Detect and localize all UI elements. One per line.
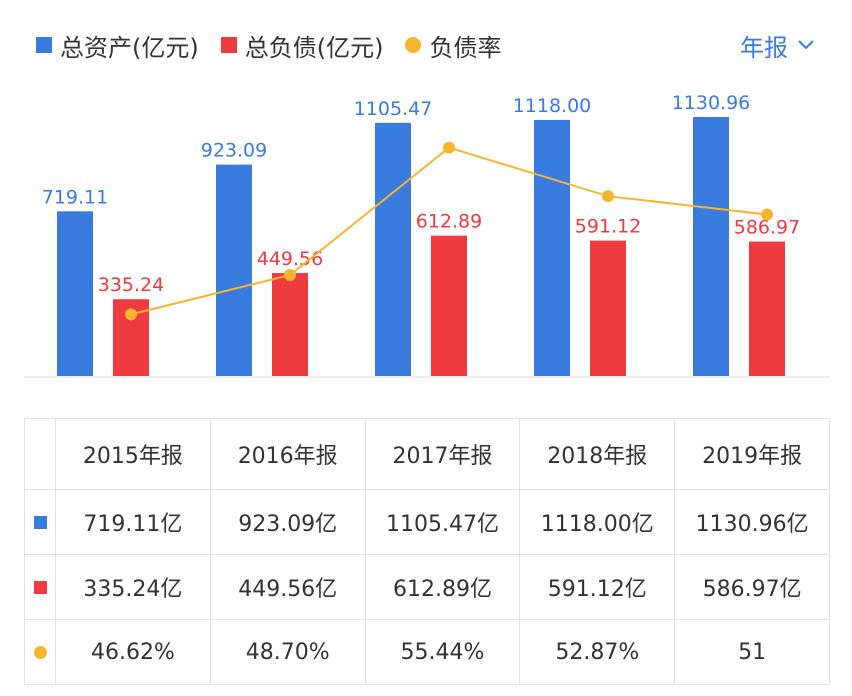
assets-bar [375,122,411,377]
liabilities-data-label: 591.12 [575,216,641,238]
assets-bar [216,164,252,376]
table-cell: 449.56亿 [209,554,366,620]
series-marker-icon [33,516,47,529]
table-cell: 612.89亿 [364,554,521,620]
assets-data-label: 923.09 [201,140,267,162]
period-selector-label: 年报 [740,33,788,62]
legend-label-assets: 总资产(亿元) [60,33,199,62]
table-cell: 719.11亿 [55,489,211,555]
table-header-cell: 2019年报 [674,418,830,490]
table-row: 46.62% 48.70% 55.44% 52.87% 51 [24,619,830,685]
legend-label-liabilities: 总负债(亿元) [244,33,384,62]
ratio-point [125,308,137,321]
asset-liability-chart: 719.11 335.24 923.09 449.56 1105.47 612.89 111… [24,92,830,378]
assets-swatch [36,37,52,53]
liabilities-bar [590,240,626,376]
legend-label-ratio: 负债率 [429,33,502,62]
period-selector[interactable]: 年报 [740,28,814,62]
data-table: 2015年报 2016年报 2017年报 2018年报 2019年报 719.11亿 923… [24,418,830,685]
chevron-down-icon [798,40,814,50]
assets-data-label: 1118.00 [513,95,592,117]
liabilities-swatch [220,37,237,53]
assets-bar [693,117,729,376]
assets-bar [534,119,570,376]
assets-data-label: 1105.47 [354,98,433,120]
table-header-cell: 2015年报 [55,418,211,490]
table-header-cell: 2018年报 [519,418,676,490]
ratio-point [602,190,614,203]
ratio-point [284,269,296,282]
table-cell: 51 [674,619,830,685]
liabilities-bar [272,273,308,376]
legend-item-assets[interactable]: 总资产(亿元) [36,28,199,63]
liabilities-data-label: 586.97 [734,217,800,239]
assets-bar [57,211,93,376]
liabilities-bar [431,235,467,376]
table-cell: 55.44% [364,619,521,685]
table-row: 719.11亿 923.09亿 1105.47亿 1118.00亿 1130.96亿 [24,489,830,555]
ratio-point [443,141,455,154]
liabilities-data-label: 335.24 [98,274,164,296]
table-cell: 586.97亿 [674,554,830,620]
ratio-marker-icon [33,646,47,659]
legend-item-ratio[interactable]: 负债率 [405,28,501,63]
table-cell: 591.12亿 [519,554,676,620]
table-header-cell: 2016年报 [209,418,366,490]
table-cell: 923.09亿 [209,489,366,555]
table-corner-cell [24,418,56,490]
table-cell: 1105.47亿 [364,489,521,555]
table-cell: 48.70% [209,619,366,685]
legend-item-liabilities[interactable]: 总负债(亿元) [220,28,384,63]
liabilities-bar [749,241,785,376]
series-marker-icon [33,581,47,594]
liabilities-data-label: 612.89 [416,211,482,233]
table-cell: 335.24亿 [55,554,211,620]
assets-data-label: 1130.96 [672,92,751,114]
chart-legend: 总资产(亿元) 总负债(亿元) 负债率 [36,28,523,62]
table-header-row: 2015年报 2016年报 2017年报 2018年报 2019年报 [24,418,830,490]
table-row: 335.24亿 449.56亿 612.89亿 591.12亿 586.97亿 [24,554,830,620]
series-marker-cell [24,554,56,620]
ratio-swatch [405,37,422,53]
table-cell: 52.87% [519,619,676,685]
table-cell: 46.62% [55,619,211,685]
ratio-point [761,208,773,221]
table-cell: 1130.96亿 [674,489,830,555]
table-cell: 1118.00亿 [519,489,676,555]
series-marker-cell [24,489,56,555]
assets-data-label: 719.11 [42,186,108,208]
liabilities-data-label: 449.56 [257,248,323,270]
table-header-cell: 2017年报 [364,418,521,490]
series-marker-cell [24,619,56,685]
